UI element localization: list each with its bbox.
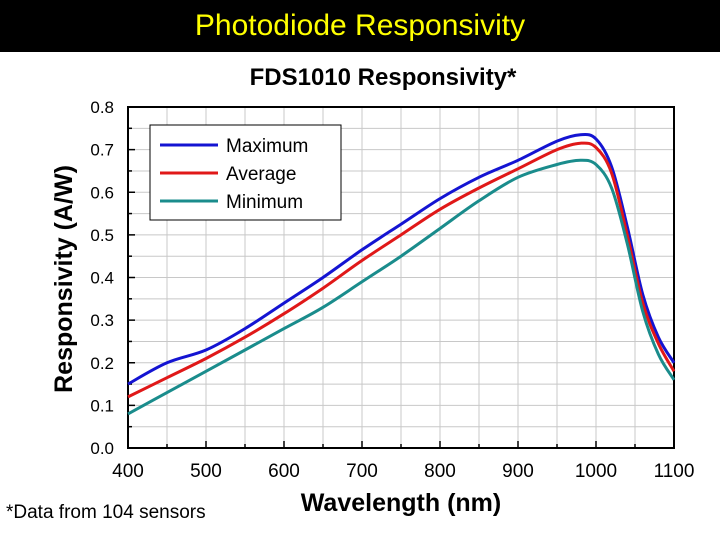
legend-label-maximum: Maximum bbox=[226, 136, 308, 157]
y-tick-label: 0.2 bbox=[90, 354, 114, 373]
x-tick-label: 700 bbox=[346, 461, 378, 482]
chart-panel bbox=[0, 52, 720, 540]
x-tick-label: 400 bbox=[112, 461, 144, 482]
y-axis-label: Responsivity (A/W) bbox=[50, 165, 78, 393]
footnote: *Data from 104 sensors bbox=[6, 502, 206, 523]
x-tick-label: 600 bbox=[268, 461, 300, 482]
series-lines bbox=[127, 132, 676, 416]
x-tick-label: 800 bbox=[424, 461, 456, 482]
y-tick-label: 0.7 bbox=[90, 141, 114, 160]
y-tick-label: 0.1 bbox=[90, 396, 114, 415]
y-tick-label: 0.3 bbox=[90, 311, 114, 330]
x-tick-label: 900 bbox=[502, 461, 534, 482]
legend-label-minimum: Minimum bbox=[226, 192, 303, 213]
legend: Maximum Average Minimum bbox=[149, 124, 342, 221]
axis-ticks: 400 500 600 700 800 900 1000 1100 0.0 0.1 0.2 0.3 0.… bbox=[90, 98, 694, 482]
chart-title: FDS1010 Responsivity* bbox=[250, 64, 517, 91]
y-tick-label: 0.5 bbox=[90, 226, 114, 245]
x-axis-label: Wavelength (nm) bbox=[301, 489, 501, 517]
y-tick-label: 0.6 bbox=[90, 183, 114, 202]
series-line-minimum bbox=[127, 158, 676, 416]
series-line-maximum bbox=[127, 132, 676, 386]
y-tick-label: 0.0 bbox=[90, 439, 114, 458]
series-line-average bbox=[127, 141, 676, 399]
slide-title: Photodiode Responsivity bbox=[194, 9, 526, 42]
legend-label-average: Average bbox=[226, 164, 296, 185]
x-tick-label: 1100 bbox=[654, 461, 695, 482]
y-tick-label: 0.8 bbox=[90, 98, 114, 117]
y-tick-label: 0.4 bbox=[90, 269, 114, 288]
x-tick-label: 500 bbox=[190, 461, 222, 482]
x-tick-label: 1000 bbox=[575, 461, 617, 482]
